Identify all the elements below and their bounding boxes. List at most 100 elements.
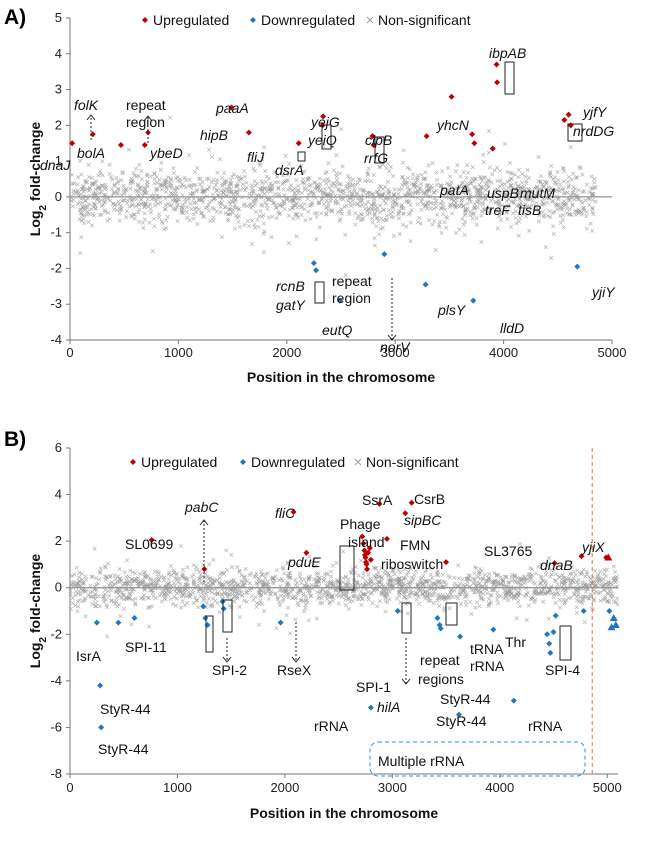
panel-b-point-nonsignificant xyxy=(226,584,232,589)
panel-a-point-nonsignificant xyxy=(179,209,184,214)
panel-b-point-nonsignificant xyxy=(254,604,259,610)
panel-b-point-nonsignificant xyxy=(343,603,348,608)
panel-a-point-nonsignificant xyxy=(75,182,80,187)
panel-b-point-nonsignificant xyxy=(257,590,262,595)
panel-a-point-nonsignificant xyxy=(312,181,317,186)
panel-a-point-nonsignificant xyxy=(77,217,82,222)
panel-b-point-nonsignificant xyxy=(167,570,172,575)
panel-a-point-nonsignificant xyxy=(525,167,530,173)
panel-b-point-nonsignificant xyxy=(92,546,97,551)
panel-b-point-nonsignificant xyxy=(270,576,276,581)
panel-b-point-nonsignificant xyxy=(484,578,489,583)
panel-a-point-nonsignificant xyxy=(129,179,134,184)
panel-a-point-nonsignificant xyxy=(80,201,85,206)
panel-a-point-nonsignificant xyxy=(510,211,515,216)
panel-a-point-nonsignificant xyxy=(526,210,531,215)
panel-b-point-nonsignificant xyxy=(75,609,80,614)
panel-b-annotation: sipBC xyxy=(404,512,442,528)
panel-a-point-nonsignificant xyxy=(74,191,79,196)
panel-b-point-nonsignificant xyxy=(516,585,521,591)
panel-b-point-downregulated xyxy=(367,704,374,711)
panel-b-point-nonsignificant xyxy=(314,571,319,576)
panel-b-point-nonsignificant xyxy=(81,581,86,586)
panel-a-point-nonsignificant xyxy=(483,208,488,213)
panel-b-point-nonsignificant xyxy=(127,591,132,596)
panel-b-point-nonsignificant xyxy=(114,599,119,604)
panel-b-point-nonsignificant xyxy=(591,587,597,592)
panel-b-point-upregulated xyxy=(359,533,366,540)
panel-b-point-nonsignificant xyxy=(615,584,620,589)
panel-a-point-nonsignificant xyxy=(299,205,304,210)
panel-a-point-nonsignificant xyxy=(593,199,598,204)
panel-b-point-nonsignificant xyxy=(527,578,532,583)
panel-a-point-nonsignificant xyxy=(206,203,211,208)
panel-b-point-nonsignificant xyxy=(290,587,295,592)
panel-b-point-nonsignificant xyxy=(229,565,234,570)
panel-a-point-nonsignificant xyxy=(533,208,538,213)
panel-a-point-nonsignificant xyxy=(244,180,249,185)
panel-b-point-nonsignificant xyxy=(566,596,571,601)
panel-a-point-nonsignificant xyxy=(434,199,439,204)
panel-a-point-nonsignificant xyxy=(468,213,473,218)
panel-a-point-nonsignificant xyxy=(522,195,528,200)
panel-a-point-nonsignificant xyxy=(236,219,241,225)
panel-b-point-nonsignificant xyxy=(407,594,412,599)
panel-b-point-nonsignificant xyxy=(108,574,113,580)
panel-b-point-nonsignificant xyxy=(168,597,173,602)
panel-b-annotation: StyR-44 xyxy=(98,741,149,757)
panel-a-point-nonsignificant xyxy=(415,184,420,189)
panel-a-point-nonsignificant xyxy=(134,204,139,209)
panel-a-point-nonsignificant xyxy=(261,250,266,255)
panel-a-point-nonsignificant xyxy=(396,210,402,215)
panel-a-point-nonsignificant xyxy=(90,182,96,187)
panel-a-point-nonsignificant xyxy=(257,187,263,192)
panel-b-point-nonsignificant xyxy=(485,591,490,596)
panel-a-point-nonsignificant xyxy=(137,162,142,167)
panel-a-point-nonsignificant xyxy=(302,201,307,207)
panel-b-x-axis-title: Position in the chromosome xyxy=(250,805,438,821)
panel-b-point-nonsignificant xyxy=(555,590,561,595)
panel-b-point-nonsignificant xyxy=(463,584,468,589)
panel-a-point-nonsignificant xyxy=(377,187,382,192)
panel-b-point-nonsignificant xyxy=(113,576,118,582)
panel-b-point-nonsignificant xyxy=(322,575,327,580)
panel-a-point-nonsignificant xyxy=(324,194,329,199)
panel-b-point-downregulated xyxy=(455,711,462,718)
panel-b-point-nonsignificant xyxy=(523,575,528,580)
panel-a-point-nonsignificant xyxy=(468,210,473,215)
panel-a-point-nonsignificant xyxy=(538,187,543,192)
panel-b-point-nonsignificant xyxy=(518,578,524,584)
panel-b-annotation: island xyxy=(348,534,385,550)
panel-a-point-nonsignificant xyxy=(565,179,570,184)
panel-a-point-nonsignificant xyxy=(401,211,406,216)
panel-a-point-nonsignificant xyxy=(220,175,225,181)
panel-b-point-nonsignificant xyxy=(546,616,551,621)
panel-a-point-nonsignificant xyxy=(79,235,84,240)
panel-a-point-nonsignificant xyxy=(79,172,84,177)
panel-a-point-nonsignificant xyxy=(556,203,561,208)
panel-b-point-nonsignificant xyxy=(191,563,196,568)
panel-b-point-nonsignificant xyxy=(240,583,245,588)
panel-b-point-nonsignificant xyxy=(79,571,84,576)
panel-b-point-nonsignificant xyxy=(343,594,349,599)
panel-a-point-nonsignificant xyxy=(128,186,133,191)
panel-a-point-nonsignificant xyxy=(513,187,518,192)
panel-a-point-nonsignificant xyxy=(251,166,256,171)
panel-a-point-nonsignificant xyxy=(534,195,539,200)
panel-b-point-nonsignificant xyxy=(414,569,419,574)
panel-a-point-nonsignificant xyxy=(501,186,507,191)
panel-b-point-nonsignificant xyxy=(382,585,387,590)
panel-a-point-nonsignificant xyxy=(89,175,94,180)
panel-a-point-nonsignificant xyxy=(486,211,491,216)
panel-a-point-nonsignificant xyxy=(378,164,383,169)
panel-b-point-nonsignificant xyxy=(567,571,573,576)
panel-a-point-nonsignificant xyxy=(122,190,127,195)
panel-a-box-fliJ xyxy=(297,151,306,162)
panel-a-point-nonsignificant xyxy=(157,215,162,220)
panel-a-point-nonsignificant xyxy=(116,187,121,192)
panel-a-point-nonsignificant xyxy=(263,169,268,174)
panel-b-point-nonsignificant xyxy=(146,595,151,600)
panel-a-arrow-repeat-head xyxy=(143,115,153,122)
panel-a-point-nonsignificant xyxy=(163,196,168,201)
panel-a-point-nonsignificant xyxy=(457,184,462,189)
